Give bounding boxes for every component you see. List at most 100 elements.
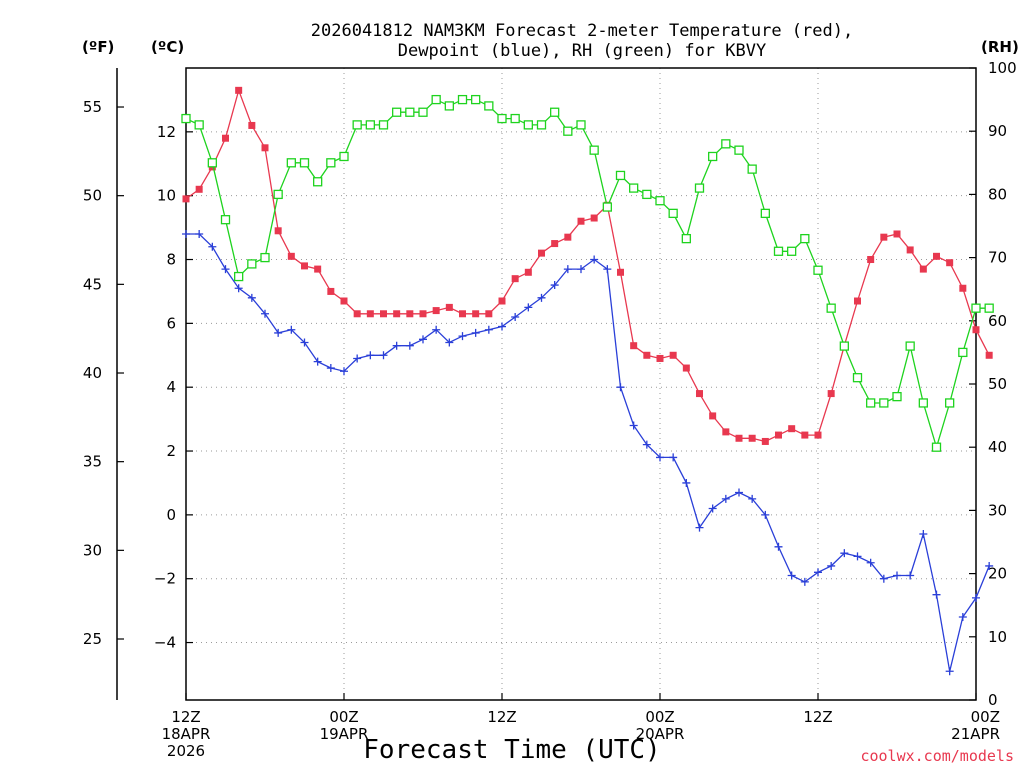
- dewpoint-point: [800, 577, 809, 586]
- celsius-tick-label: −2: [154, 570, 176, 588]
- rh-point: [892, 391, 902, 402]
- temperature-point: [617, 268, 624, 276]
- temperature-point: [761, 437, 769, 445]
- dewpoint-point: [629, 421, 638, 430]
- temperature-point: [511, 275, 519, 283]
- temperature-series-line: [185, 88, 990, 443]
- temperature-point: [854, 297, 861, 305]
- temperature-point: [814, 431, 822, 439]
- rh-tick-label: 80: [988, 185, 1007, 203]
- temperature-point: [472, 310, 480, 318]
- rh-point: [286, 158, 296, 168]
- dewpoint-point: [326, 364, 335, 373]
- dewpoint-point: [972, 593, 980, 602]
- dewpoint-point: [893, 571, 901, 580]
- rh-point: [694, 183, 705, 193]
- rh-point: [787, 246, 797, 256]
- dewpoint-point: [840, 549, 849, 558]
- fahrenheit-tick-label: 40: [83, 364, 102, 382]
- rh-point: [866, 398, 876, 408]
- rh-point: [984, 303, 994, 313]
- celsius-tick-label: 0: [166, 506, 176, 524]
- rh-point: [484, 101, 494, 111]
- dewpoint-point: [234, 284, 243, 293]
- temperature-point: [748, 434, 756, 442]
- temperature-point: [577, 217, 585, 225]
- temperature-point: [919, 265, 927, 273]
- temperature-point: [880, 233, 888, 241]
- temperature-point: [380, 310, 387, 318]
- time-tick-label: 12Z: [487, 708, 516, 726]
- rh-point: [260, 252, 270, 263]
- data-series: [181, 86, 994, 676]
- dewpoint-point: [695, 523, 704, 532]
- dewpoint-point: [735, 488, 743, 497]
- temperature-point: [538, 249, 545, 257]
- dewpoint-point: [721, 494, 730, 503]
- dewpoint-point: [353, 354, 362, 363]
- dewpoint-point: [958, 613, 967, 622]
- rh-point: [365, 120, 375, 130]
- rh-point: [313, 177, 323, 187]
- dewpoint-point: [340, 367, 348, 376]
- dewpoint-point: [879, 574, 888, 583]
- rh-tick-label: 100: [988, 59, 1017, 77]
- rh-point: [326, 158, 336, 168]
- rh-tick-label: 20: [988, 565, 1007, 583]
- dewpoint-point: [392, 341, 401, 350]
- temperature-point: [235, 86, 243, 94]
- dewpoint-point: [261, 309, 269, 318]
- dewpoint-point: [208, 242, 217, 251]
- rh-point: [444, 101, 454, 111]
- dewpoint-point: [577, 265, 585, 274]
- dewpoint-point: [550, 281, 559, 290]
- temperature-point: [195, 185, 203, 193]
- rh-point: [813, 265, 823, 275]
- rh-point: [721, 139, 731, 149]
- dewpoint-point: [366, 351, 375, 360]
- rh-point: [800, 233, 810, 244]
- fahrenheit-tick-label: 30: [83, 541, 102, 559]
- rh-tick-label: 70: [988, 249, 1007, 267]
- rh-point: [563, 126, 573, 136]
- rh-point: [523, 120, 533, 130]
- dewpoint-point: [708, 504, 717, 513]
- celsius-tick-label: 10: [157, 187, 176, 205]
- temperature-point: [590, 214, 598, 222]
- rh-point: [234, 271, 244, 282]
- temperature-point: [498, 297, 506, 305]
- dewpoint-point: [945, 667, 954, 676]
- rh-point: [471, 94, 481, 105]
- temperature-point: [314, 265, 322, 273]
- dewpoint-point: [774, 542, 783, 551]
- fahrenheit-tick-label: 50: [83, 187, 102, 205]
- rh-point: [642, 189, 652, 200]
- temperature-point: [524, 268, 532, 276]
- temperature-point: [630, 342, 638, 350]
- time-tick-label: 00Z: [645, 708, 674, 726]
- rh-point: [708, 151, 718, 162]
- temperature-point: [301, 262, 308, 270]
- credit-link[interactable]: coolwx.com/models: [860, 747, 1014, 765]
- rh-point: [405, 107, 415, 117]
- dewpoint-point: [287, 325, 296, 334]
- rh-point: [615, 170, 626, 181]
- dewpoint-point: [656, 453, 664, 462]
- temperature-point: [775, 431, 782, 439]
- chart-title-line-1: 2026041812 NAM3KM Forecast 2-meter Tempe…: [311, 21, 853, 41]
- temperature-point: [419, 310, 427, 318]
- rh-point: [378, 120, 389, 130]
- rh-point: [760, 208, 770, 219]
- rh-point: [273, 189, 283, 200]
- rh-point: [602, 202, 612, 212]
- dewpoint-point: [853, 552, 862, 561]
- temperature-point: [393, 310, 401, 318]
- rh-point: [457, 94, 468, 105]
- celsius-tick-label: −4: [154, 634, 176, 652]
- rh-point: [668, 208, 678, 219]
- dewpoint-point: [906, 571, 915, 580]
- temperature-point: [564, 233, 572, 241]
- rh-point: [339, 151, 349, 162]
- rh-point: [852, 373, 863, 383]
